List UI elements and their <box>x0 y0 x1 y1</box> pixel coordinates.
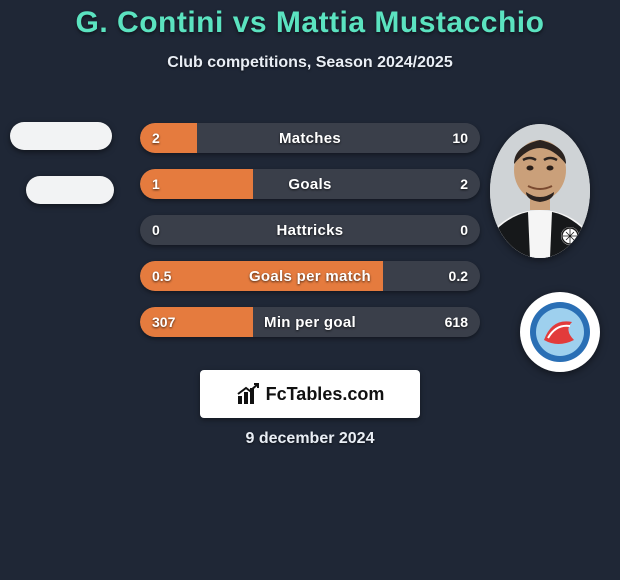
brand-icon <box>236 382 260 406</box>
bar-label: Hattricks <box>140 215 480 245</box>
brand-text: FcTables.com <box>266 384 385 405</box>
brand-badge: FcTables.com <box>200 370 420 418</box>
footer-date: 9 december 2024 <box>0 430 620 448</box>
page-title: G. Contini vs Mattia Mustacchio <box>0 0 620 40</box>
comparison-bars: 210Matches 12Goals 00Hattricks 0.50.2Goals … <box>140 123 480 353</box>
player-2-avatar <box>490 124 590 258</box>
title-player-1: G. Contini <box>76 6 224 39</box>
player-2-club-logo <box>520 292 600 372</box>
bar-label: Goals <box>140 169 480 199</box>
player-1-avatar-placeholder <box>10 122 112 150</box>
title-vs: vs <box>233 6 267 39</box>
bar-label: Min per goal <box>140 307 480 337</box>
bar-row: 12Goals <box>140 169 480 199</box>
bar-label: Matches <box>140 123 480 153</box>
bar-row: 0.50.2Goals per match <box>140 261 480 291</box>
subtitle: Club competitions, Season 2024/2025 <box>0 54 620 72</box>
bar-label: Goals per match <box>140 261 480 291</box>
title-player-2: Mattia Mustacchio <box>276 6 545 39</box>
bar-row: 00Hattricks <box>140 215 480 245</box>
bar-row: 210Matches <box>140 123 480 153</box>
player-1-club-placeholder <box>26 176 114 204</box>
bar-row: 307618Min per goal <box>140 307 480 337</box>
